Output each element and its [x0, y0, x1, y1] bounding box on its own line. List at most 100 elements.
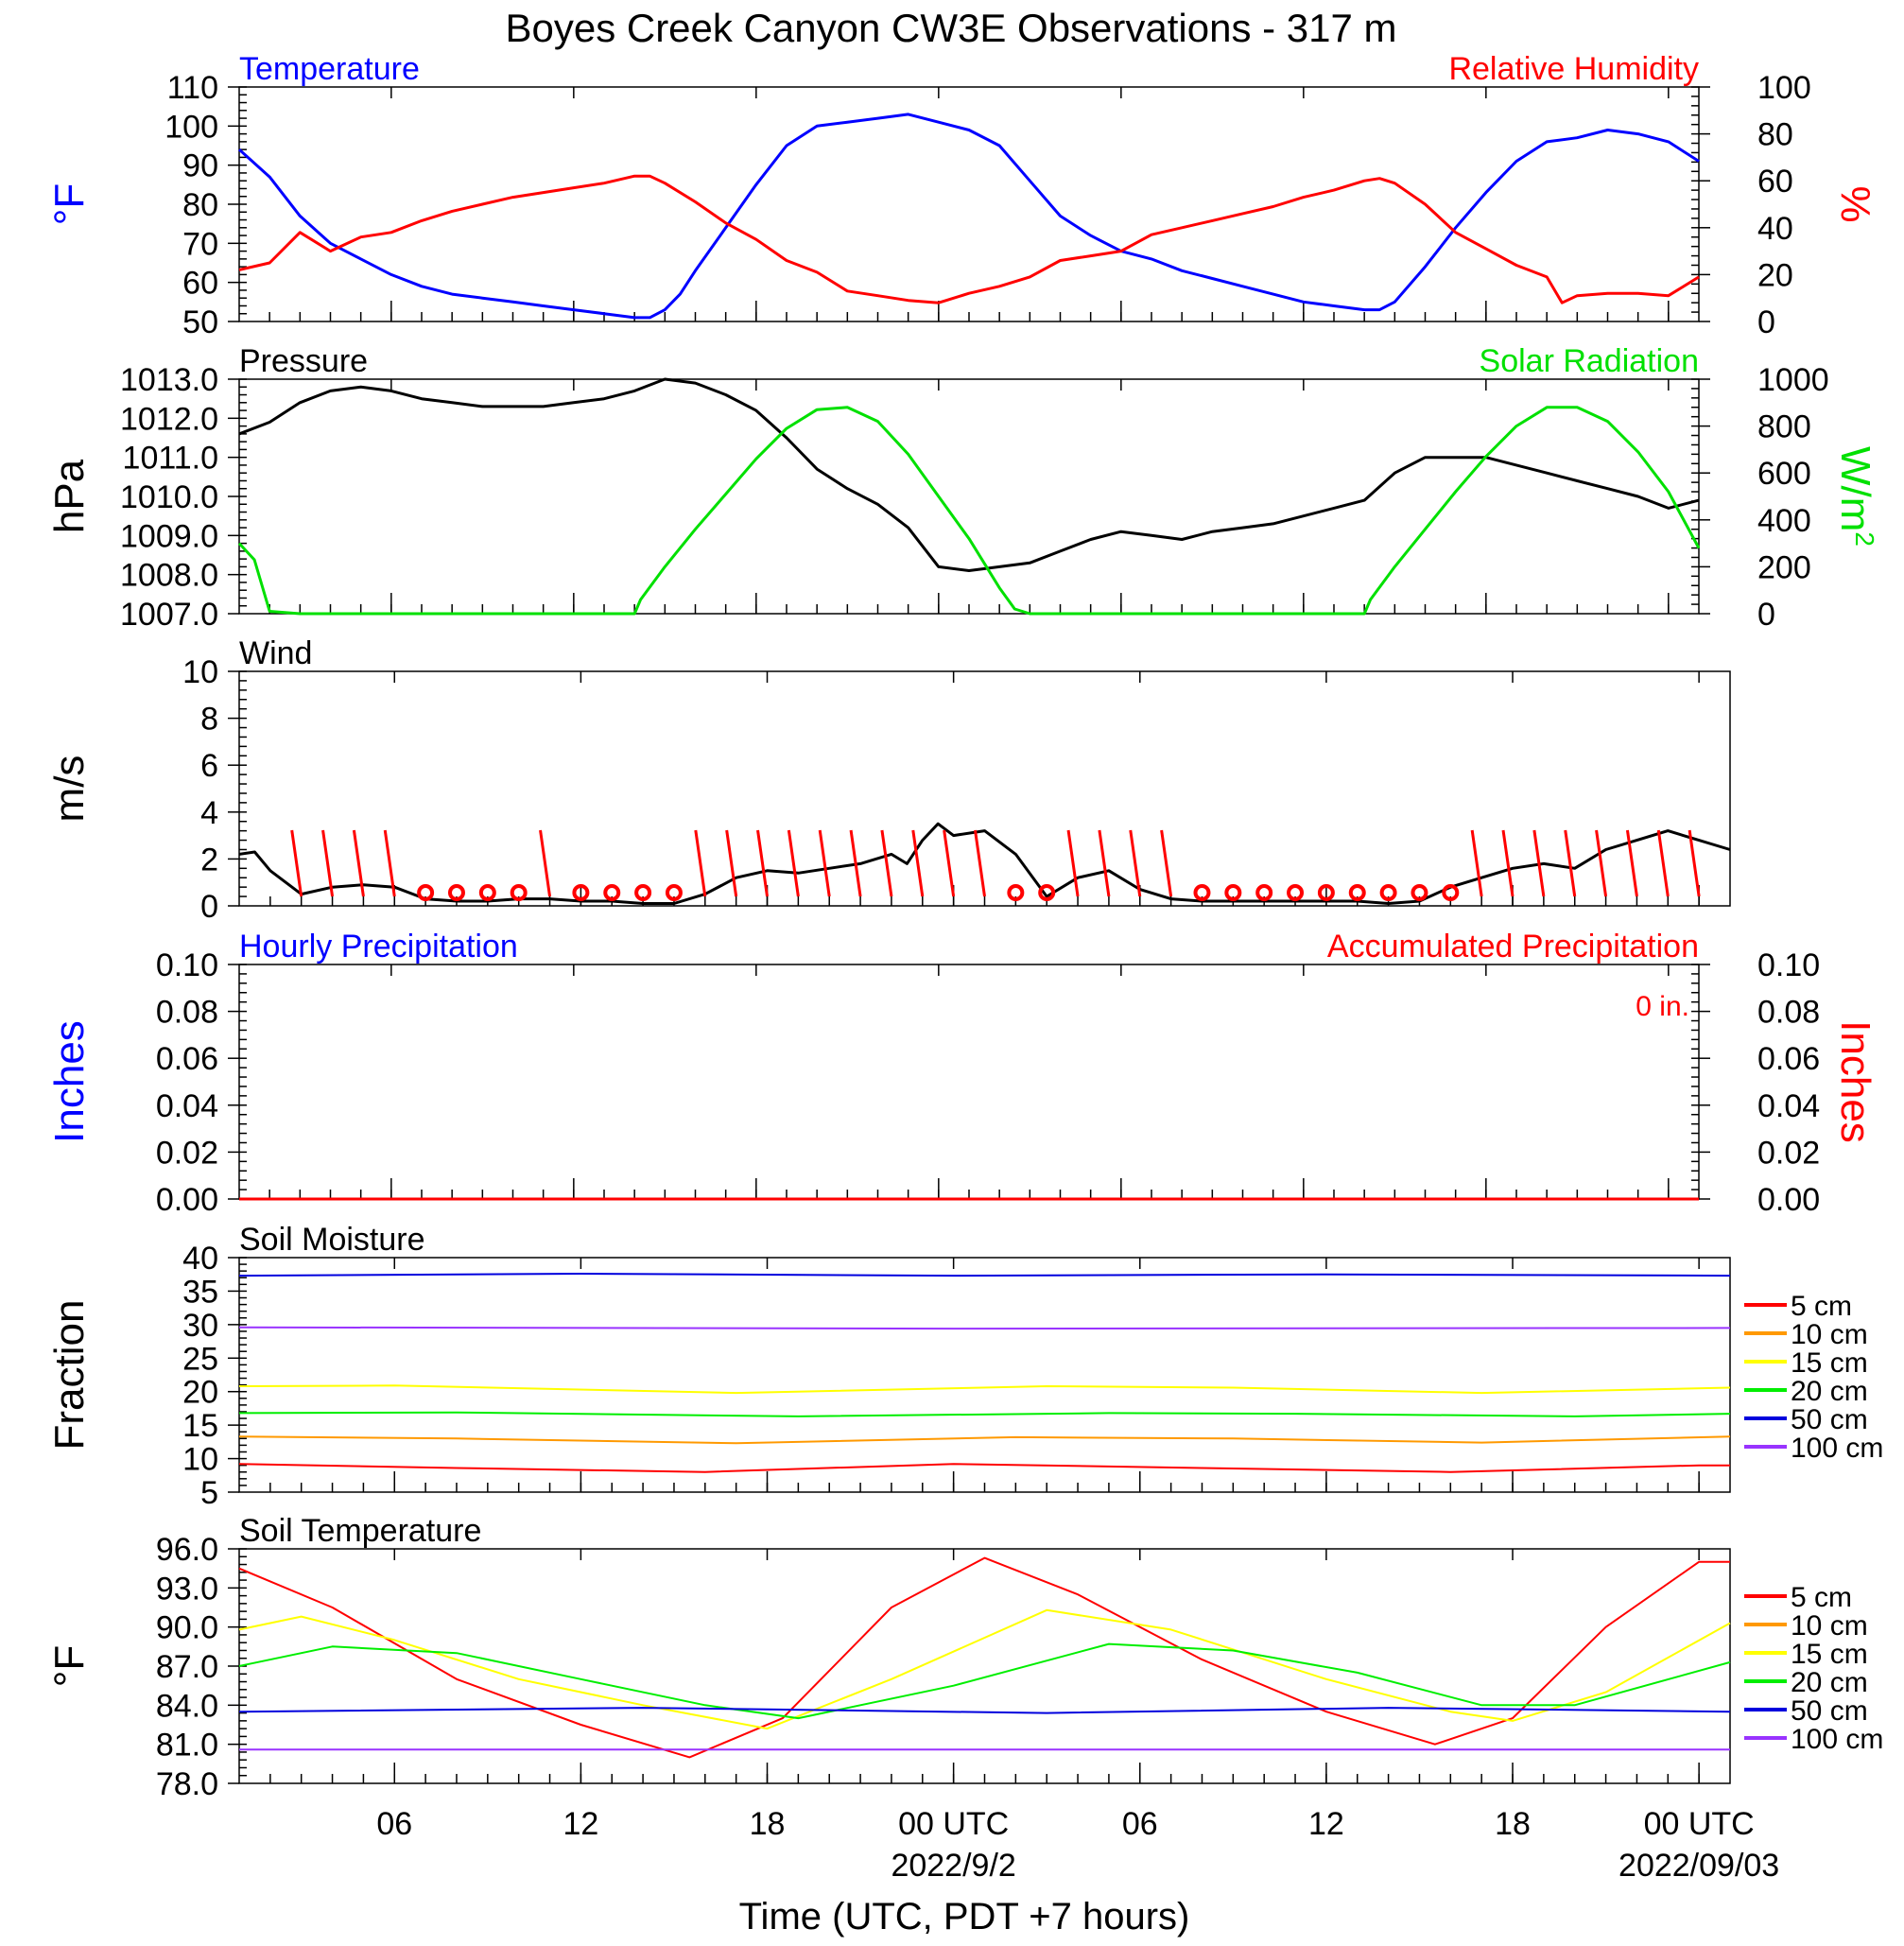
- series-line-pressure: [238, 377, 1700, 572]
- panel-title-left: Hourly Precipitation: [239, 929, 518, 964]
- y-right-tick-label: 0: [1757, 597, 1775, 633]
- calm-wind-marker: [1038, 884, 1056, 901]
- y-tick-label: 90.0: [156, 1610, 218, 1646]
- wind-barb: [1098, 829, 1111, 897]
- panels: Temperature Relative Humidity110100908070…: [46, 51, 1883, 1802]
- wind-barb: [1595, 829, 1608, 897]
- y-tick-label: 1012.0: [120, 401, 218, 437]
- panel-title-left: Wind: [239, 635, 312, 671]
- y-axis-label: m/s: [46, 756, 93, 823]
- legend-label: 10 cm: [1791, 1319, 1868, 1350]
- y-tick-label: 81.0: [156, 1728, 218, 1764]
- series-line-solar: [237, 406, 1701, 616]
- calm-wind-marker: [572, 884, 590, 901]
- y-right-tick-label: 0.04: [1757, 1088, 1820, 1124]
- y-axis-right-label: Inches: [1832, 1020, 1878, 1143]
- y-tick-label: 20: [182, 1375, 218, 1411]
- y-right-tick-label: 1000: [1757, 362, 1829, 398]
- accumulated-precip-total: 0 in.: [1636, 991, 1689, 1022]
- y-tick-label: 10: [182, 654, 218, 690]
- y-tick-label: 35: [182, 1274, 218, 1310]
- y-tick-label: 8: [200, 702, 218, 738]
- y-tick-label: 87.0: [156, 1649, 218, 1685]
- legend-label: 20 cm: [1791, 1667, 1868, 1698]
- wind-barb: [787, 829, 800, 897]
- calm-wind-marker: [478, 884, 496, 901]
- x-date-label: 2022/09/03: [1618, 1848, 1779, 1884]
- y-tick-label: 110: [167, 70, 218, 106]
- calm-wind-marker: [1287, 884, 1305, 901]
- plot-frame: [238, 1548, 1731, 1784]
- panel-soil-temperature: Soil Temperature 96.093.090.087.084.0 81.0…: [46, 1513, 1883, 1802]
- y-tick-label: 30: [182, 1308, 218, 1344]
- x-date-label: 2022/9/2: [891, 1848, 1015, 1884]
- y-tick-label: 84.0: [156, 1688, 218, 1724]
- x-axis-title: Time (UTC, PDT +7 hours): [739, 1896, 1190, 1937]
- legend-label: 100 cm: [1791, 1724, 1883, 1755]
- series-line-20-cm: [238, 1411, 1731, 1417]
- wind-barb: [1688, 829, 1701, 897]
- legend-label: 5 cm: [1791, 1291, 1852, 1322]
- calm-wind-marker: [1255, 884, 1273, 901]
- y-right-tick-label: 20: [1757, 257, 1793, 293]
- wind-barb: [911, 829, 925, 897]
- y-right-tick-label: 0.08: [1757, 995, 1820, 1031]
- y-tick-label: 1008.0: [120, 558, 218, 594]
- y-tick-label: 100: [164, 109, 218, 145]
- y-tick-label: 1011.0: [123, 441, 218, 477]
- y-tick-label: 50: [182, 304, 218, 340]
- x-tick-label: 18: [750, 1806, 786, 1842]
- panel-precipitation: Hourly Precipitation Accumulated Precipit…: [46, 929, 1878, 1218]
- y-tick-label: 90: [182, 148, 218, 184]
- wind-barb: [383, 829, 396, 897]
- series-line-50-cm: [238, 1707, 1731, 1714]
- x-tick-label: 12: [563, 1806, 598, 1842]
- calm-wind-marker: [634, 884, 652, 901]
- y-tick-label: 0.00: [156, 1182, 218, 1218]
- series-line-50-cm: [238, 1273, 1731, 1277]
- wind-barb: [849, 829, 862, 897]
- plot-frame: [238, 1257, 1731, 1493]
- series-line-5-cm: [238, 1556, 1730, 1759]
- x-tick-label: 00 UTC: [1644, 1806, 1755, 1842]
- y-right-tick-label: 0.10: [1757, 947, 1820, 983]
- series-line-15-cm: [238, 1608, 1731, 1730]
- wind-barb: [1532, 829, 1546, 897]
- y-tick-label: 60: [182, 266, 218, 302]
- y-right-tick-label: 800: [1757, 409, 1811, 445]
- wind-barb: [943, 829, 956, 897]
- y-tick-label: 10: [182, 1442, 218, 1478]
- panel-temperature-humidity: Temperature Relative Humidity110100908070…: [46, 51, 1878, 340]
- y-axis-right-label-sup: 2: [1851, 531, 1880, 547]
- legend-label: 50 cm: [1791, 1695, 1868, 1727]
- y-tick-label: 1009.0: [120, 518, 218, 554]
- calm-wind-marker: [510, 884, 528, 901]
- wind-barb: [1160, 829, 1173, 897]
- series-line-humidity: [238, 174, 1700, 304]
- legend-label: 15 cm: [1791, 1639, 1868, 1670]
- wind-barb: [1129, 829, 1142, 897]
- y-tick-label: 1013.0: [120, 362, 218, 398]
- wind-barb: [694, 829, 707, 897]
- y-tick-label: 1007.0: [120, 597, 218, 633]
- plot-frame: [238, 86, 1700, 322]
- y-tick-label: 80: [182, 187, 218, 223]
- y-right-tick-label: 400: [1757, 503, 1811, 539]
- y-axis-label: °F: [46, 1645, 93, 1687]
- x-tick-label: 18: [1495, 1806, 1531, 1842]
- calm-wind-marker: [1379, 884, 1397, 901]
- series-line-wind: [238, 822, 1731, 905]
- y-tick-label: 0.04: [156, 1088, 218, 1124]
- panel-title-right: Solar Radiation: [1480, 343, 1699, 379]
- calm-wind-marker: [1193, 884, 1211, 901]
- panel-title-left: Temperature: [239, 51, 420, 87]
- plot-frame: [238, 378, 1700, 615]
- series-line-20-cm: [238, 1642, 1731, 1720]
- calm-wind-marker: [1442, 884, 1460, 901]
- y-tick-label: 0.10: [156, 947, 218, 983]
- y-right-tick-label: 0.06: [1757, 1041, 1820, 1077]
- calm-wind-marker: [1411, 884, 1428, 901]
